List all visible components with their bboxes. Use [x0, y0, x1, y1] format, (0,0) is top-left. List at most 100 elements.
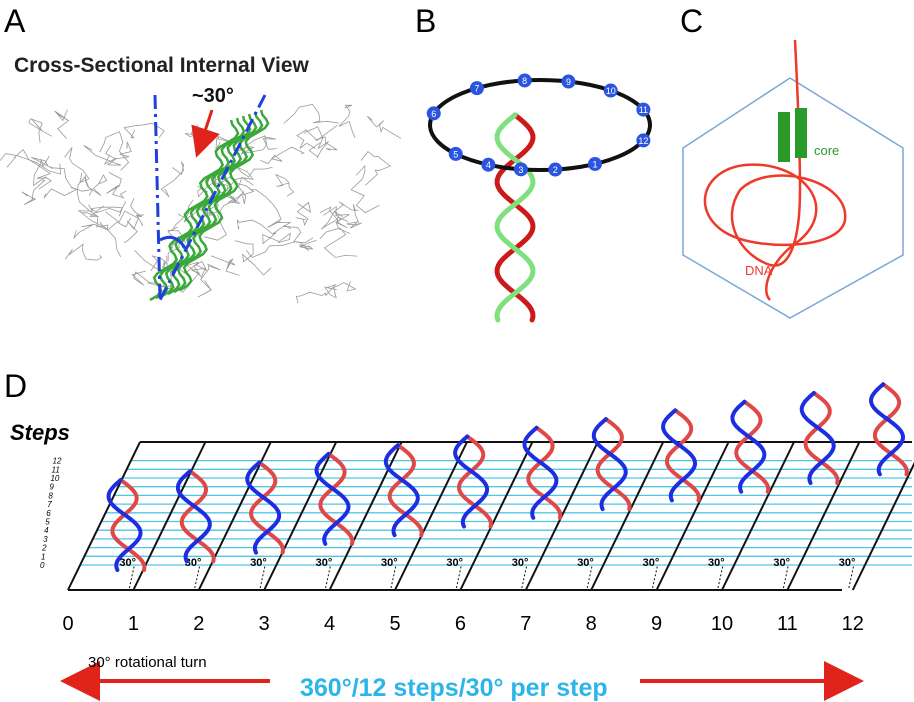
backbone	[346, 203, 363, 229]
position-dot	[469, 81, 484, 96]
backbone	[350, 164, 380, 214]
level-label: 7	[47, 500, 52, 509]
strand	[730, 399, 767, 494]
core-bar	[795, 108, 807, 158]
backbone	[296, 124, 338, 149]
strand	[383, 443, 420, 538]
strand	[494, 112, 536, 323]
strand	[591, 417, 628, 512]
backbone	[105, 210, 139, 244]
position-dot	[603, 83, 618, 98]
backbone	[366, 115, 402, 139]
angle-label: ~30°	[192, 85, 234, 107]
capsid	[682, 77, 904, 319]
strand	[526, 425, 563, 520]
backbone	[323, 205, 350, 229]
dna-helix	[799, 391, 840, 485]
backbone	[197, 263, 221, 298]
tilt-line	[158, 94, 267, 301]
position-label: 9	[566, 77, 571, 87]
strand	[245, 460, 282, 555]
angle-arc	[159, 235, 187, 249]
caption: 360°/12 steps/30° per step	[300, 674, 608, 702]
step-line	[590, 441, 665, 591]
step-label: 8	[586, 613, 597, 635]
backbone	[131, 270, 167, 288]
strand	[494, 112, 536, 323]
position-label: 1	[592, 159, 597, 169]
backbone	[184, 124, 203, 141]
backbone	[274, 173, 295, 197]
backbone	[83, 145, 122, 166]
backbone	[134, 250, 166, 273]
backbone	[338, 104, 356, 138]
backbone	[283, 103, 340, 124]
strand	[106, 478, 143, 572]
strand	[387, 443, 424, 538]
level-label: 10	[50, 474, 59, 483]
backbone	[295, 283, 337, 304]
backbone	[233, 176, 255, 205]
panel-title: Cross-Sectional Internal View	[14, 54, 310, 77]
backbone	[246, 241, 308, 258]
position-label: 4	[486, 160, 491, 170]
angle-label: 30°	[250, 557, 267, 569]
backbone	[21, 179, 46, 205]
backbone	[82, 212, 122, 257]
panel-label: D	[4, 368, 27, 404]
backbone	[238, 135, 268, 154]
backbone	[105, 141, 132, 160]
position-label: 5	[453, 149, 458, 159]
step-line	[197, 441, 272, 591]
backbone	[0, 153, 62, 175]
dna-helix	[522, 425, 563, 520]
dna-helix	[453, 434, 493, 529]
strand	[318, 451, 355, 546]
step-label: 11	[777, 613, 798, 635]
dna-helix	[245, 460, 286, 555]
backbone	[77, 204, 132, 231]
axis-title: Steps	[10, 420, 70, 445]
level-label: 11	[51, 465, 59, 474]
strand	[175, 469, 212, 564]
backbone	[160, 161, 185, 198]
position-dot	[588, 156, 602, 171]
strand	[803, 391, 840, 485]
dna-strand	[703, 39, 847, 301]
backbone	[28, 118, 52, 143]
backbone	[226, 191, 245, 204]
level-label: 4	[44, 526, 49, 535]
angle-label: 30°	[512, 557, 529, 569]
position-label: 3	[518, 165, 523, 175]
angle-label: 30°	[773, 557, 790, 569]
backbone	[54, 109, 70, 139]
position-dot	[481, 157, 496, 172]
backbone	[31, 157, 73, 190]
backbone	[298, 239, 317, 251]
level-label: 5	[45, 518, 50, 527]
helix	[155, 117, 246, 300]
step-label: 7	[520, 613, 531, 635]
angle-label: 30°	[316, 557, 333, 569]
ring	[428, 78, 652, 172]
protein-structure	[0, 103, 402, 304]
angle-label: 30°	[577, 557, 594, 569]
position-label: 6	[431, 109, 436, 119]
level-label: 9	[49, 483, 54, 492]
step-label: 5	[389, 613, 400, 635]
level-label: 0	[40, 561, 45, 570]
arrow	[191, 109, 220, 158]
backbone	[178, 260, 208, 277]
helix	[167, 113, 258, 296]
backbone	[123, 122, 165, 139]
position-dot	[517, 73, 532, 88]
panel-label: C	[680, 3, 703, 39]
backbone	[106, 172, 127, 199]
step-line	[721, 441, 795, 591]
dna-helix	[383, 443, 424, 538]
panel-label: B	[415, 3, 436, 39]
backbone	[73, 221, 107, 239]
